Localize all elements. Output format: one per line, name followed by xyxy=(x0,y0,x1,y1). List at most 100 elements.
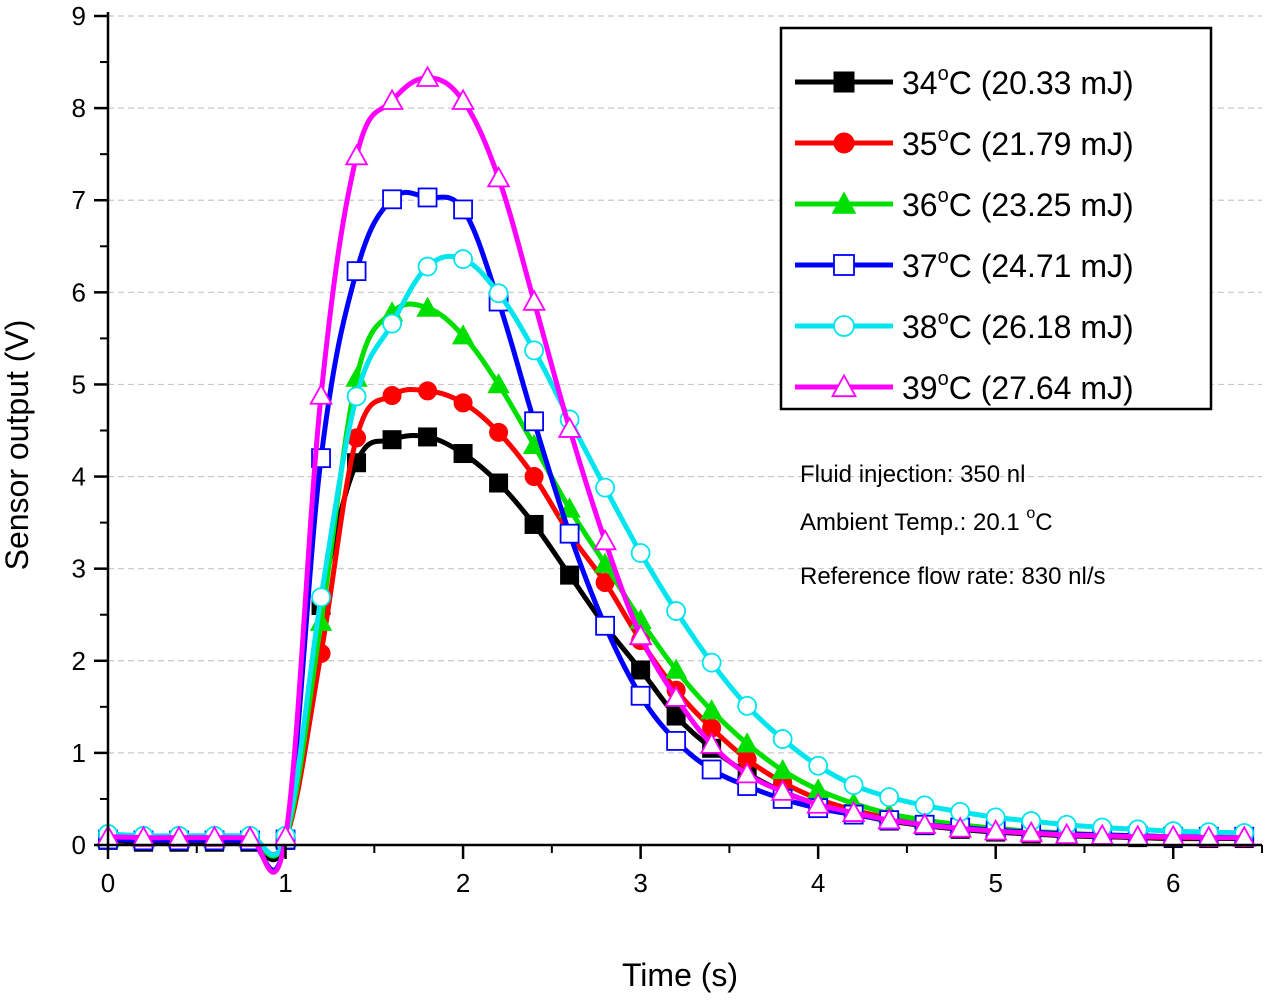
data-point xyxy=(593,528,617,551)
data-point xyxy=(486,165,511,188)
series-39c xyxy=(96,65,1257,875)
data-point xyxy=(700,699,723,720)
data-point xyxy=(417,187,438,208)
data-point xyxy=(451,88,475,110)
data-point xyxy=(453,393,473,413)
data-point xyxy=(524,514,544,534)
data-point xyxy=(418,427,438,447)
legend-marker xyxy=(833,71,855,93)
legend-temp: 39 xyxy=(902,370,938,406)
legend-degree: o xyxy=(938,307,949,329)
legend-entry: 38oC (26.18 mJ) xyxy=(795,307,1134,345)
data-point xyxy=(914,795,935,816)
legend-label: 35oC (21.79 mJ) xyxy=(902,124,1134,162)
legend-marker xyxy=(833,132,855,154)
y-tick-label: 4 xyxy=(72,462,86,492)
data-point xyxy=(524,340,544,361)
legend-degree: o xyxy=(938,63,949,85)
data-point xyxy=(631,660,651,680)
data-point xyxy=(808,755,829,776)
series-34c xyxy=(98,427,1254,863)
legend-energy: (24.71 mJ) xyxy=(972,248,1134,284)
data-point xyxy=(948,816,973,838)
x-tick-label: 6 xyxy=(1166,868,1180,898)
data-point xyxy=(595,477,616,498)
data-point xyxy=(666,601,687,621)
data-point xyxy=(772,729,793,749)
y-tick-label: 9 xyxy=(72,1,86,31)
legend-unit: C xyxy=(949,126,972,162)
data-point xyxy=(664,685,689,707)
data-point xyxy=(453,199,473,220)
data-point xyxy=(344,143,369,166)
y-tick-label: 3 xyxy=(72,554,86,584)
data-point xyxy=(737,696,758,716)
data-point xyxy=(628,623,653,646)
data-point xyxy=(701,652,722,673)
legend-degree: o xyxy=(938,185,949,207)
legend-unit: C xyxy=(949,65,972,101)
data-point xyxy=(1019,820,1044,843)
annotation-ambient-unit: C xyxy=(1035,509,1052,536)
data-point xyxy=(488,283,509,304)
data-series xyxy=(96,65,1257,875)
legend-energy: (21.79 mJ) xyxy=(972,126,1134,162)
x-tick-label: 5 xyxy=(988,868,1002,898)
legend-marker xyxy=(831,191,857,214)
data-point xyxy=(489,422,509,442)
legend-temp: 34 xyxy=(902,65,938,101)
data-point xyxy=(380,88,404,110)
data-point xyxy=(735,761,760,784)
series-line-35c xyxy=(107,387,1245,857)
data-point xyxy=(451,324,475,345)
data-point xyxy=(771,759,794,780)
data-point xyxy=(843,775,864,796)
legend-entry: 37oC (24.71 mJ) xyxy=(795,246,1134,284)
data-point xyxy=(489,473,509,493)
legend-energy: (23.25 mJ) xyxy=(972,187,1134,223)
annotation-flow: Reference flow rate: 830 nl/s xyxy=(800,563,1106,590)
x-tick-label: 1 xyxy=(278,868,292,898)
data-point xyxy=(664,658,688,679)
data-point xyxy=(415,65,440,87)
data-point xyxy=(630,543,651,563)
data-point xyxy=(382,430,402,450)
legend-degree: o xyxy=(938,124,949,146)
legend-marker xyxy=(833,315,855,337)
y-tick-label: 6 xyxy=(72,277,86,307)
legend-degree: o xyxy=(938,246,949,268)
data-point xyxy=(735,732,759,753)
x-tick-label: 4 xyxy=(811,868,825,898)
data-point xyxy=(382,189,402,210)
legend-temp: 37 xyxy=(902,248,938,284)
data-point xyxy=(522,289,546,311)
data-point xyxy=(418,381,438,401)
legend-label: 38oC (26.18 mJ) xyxy=(902,307,1134,345)
data-point xyxy=(879,787,900,808)
data-point xyxy=(806,792,831,814)
legend-temp: 36 xyxy=(902,187,938,223)
data-point xyxy=(416,296,439,317)
data-point xyxy=(309,383,333,405)
legend-energy: (20.33 mJ) xyxy=(972,65,1134,101)
legend-marker xyxy=(833,254,855,276)
x-tick-label: 2 xyxy=(456,868,470,898)
data-point xyxy=(877,807,902,830)
legend-degree: o xyxy=(938,368,949,390)
data-point xyxy=(595,615,616,636)
data-point xyxy=(841,800,866,822)
annotation-injection: Fluid injection: 350 nl xyxy=(800,461,1025,488)
y-tick-label: 7 xyxy=(72,185,86,215)
legend-energy: (27.64 mJ) xyxy=(972,370,1134,406)
legend-entry: 36oC (23.25 mJ) xyxy=(795,185,1134,223)
y-tick-label: 2 xyxy=(72,646,86,676)
annotation-ambient: Ambient Temp.: 20.1 oC xyxy=(800,505,1053,536)
legend-entry: 35oC (21.79 mJ) xyxy=(795,124,1134,162)
legend-label: 34oC (20.33 mJ) xyxy=(902,63,1134,101)
data-point xyxy=(524,411,544,432)
legend-marker xyxy=(830,373,858,398)
data-point xyxy=(560,565,580,585)
legend-label: 36oC (23.25 mJ) xyxy=(902,185,1134,223)
legend-entry: 34oC (20.33 mJ) xyxy=(795,63,1134,101)
